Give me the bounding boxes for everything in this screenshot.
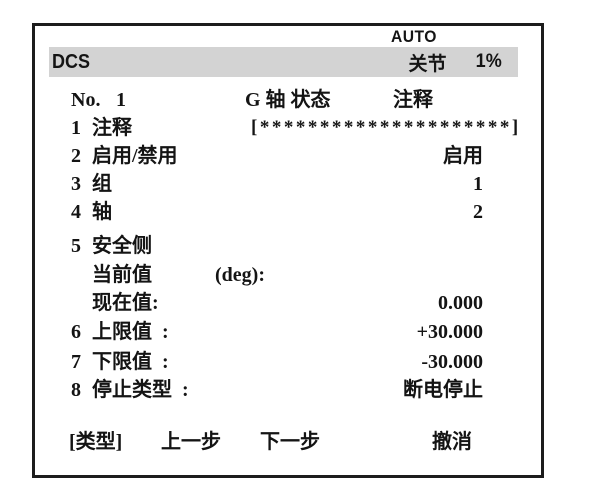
stop-type-value[interactable]: 断电停止 — [403, 379, 483, 401]
row-number: 4 — [71, 201, 81, 223]
row-axis: 4 轴 2 — [35, 200, 541, 226]
row-lower-limit: 7 下限值 : -30.000 — [35, 350, 541, 376]
lower-limit-value[interactable]: -30.000 — [421, 351, 483, 373]
row-number: 8 — [71, 379, 81, 401]
row-label: 停止类型 : — [92, 379, 189, 401]
softkey-prev-button[interactable]: 上一步 — [161, 431, 221, 453]
softkey-type-button[interactable]: [类型] — [69, 431, 123, 453]
coord-mode-label: 关节 — [408, 53, 447, 75]
row-label: 现在值: — [92, 292, 159, 314]
unit-label: (deg): — [215, 264, 265, 286]
row-group: 3 组 1 — [35, 172, 541, 198]
softkey-row: [类型] 上一步 下一步 撤消 — [35, 430, 541, 456]
mode-indicator: AUTO — [391, 27, 437, 46]
row-safe-side: 5 安全侧 — [35, 234, 541, 260]
header-comment: 注释 — [393, 89, 433, 111]
group-value[interactable]: 1 — [473, 173, 483, 195]
row-number: 2 — [71, 145, 81, 167]
row-label: 组 — [92, 173, 112, 195]
header-no-label: No. — [71, 89, 101, 111]
row-label: 当前值 — [92, 264, 152, 286]
row-number: 7 — [71, 351, 81, 373]
row-label: 上限值 : — [92, 321, 169, 343]
row-comment: 1 注释 [*********************] — [35, 116, 541, 142]
pendant-screen: AUTO DCS 关节 1% No. 1 G 轴 状态 注释 1 注释 [***… — [32, 23, 544, 478]
column-header-row: No. 1 G 轴 状态 注释 — [35, 88, 541, 114]
title-bar: DCS 关节 1% — [49, 47, 518, 77]
row-label: 轴 — [92, 201, 112, 223]
enable-value[interactable]: 启用 — [443, 145, 483, 167]
row-number: 6 — [71, 321, 81, 343]
screen-title: DCS — [52, 50, 91, 73]
present-value: 0.000 — [438, 292, 483, 314]
speed-override: 1% — [475, 51, 502, 72]
row-label: 安全侧 — [92, 235, 152, 257]
row-enable-disable: 2 启用/禁用 启用 — [35, 144, 541, 170]
row-stop-type: 8 停止类型 : 断电停止 — [35, 378, 541, 404]
row-number: 5 — [71, 235, 81, 257]
row-number: 3 — [71, 173, 81, 195]
row-present-value: 现在值: 0.000 — [35, 291, 541, 317]
softkey-next-button[interactable]: 下一步 — [260, 431, 320, 453]
comment-field[interactable]: [*********************] — [251, 117, 521, 138]
row-label: 下限值 : — [92, 351, 169, 373]
axis-value[interactable]: 2 — [473, 201, 483, 223]
softkey-undo-button[interactable]: 撤消 — [432, 431, 472, 453]
row-label: 注释 — [92, 117, 132, 139]
row-upper-limit: 6 上限值 : +30.000 — [35, 320, 541, 346]
row-current-value-unit: 当前值 (deg): — [35, 263, 541, 289]
row-number: 1 — [71, 117, 81, 139]
header-group-axis-status: G 轴 状态 — [245, 89, 331, 111]
header-no-value: 1 — [116, 89, 126, 111]
row-label: 启用/禁用 — [92, 145, 178, 167]
upper-limit-value[interactable]: +30.000 — [416, 321, 483, 343]
status-group: 关节 1% — [409, 49, 502, 76]
